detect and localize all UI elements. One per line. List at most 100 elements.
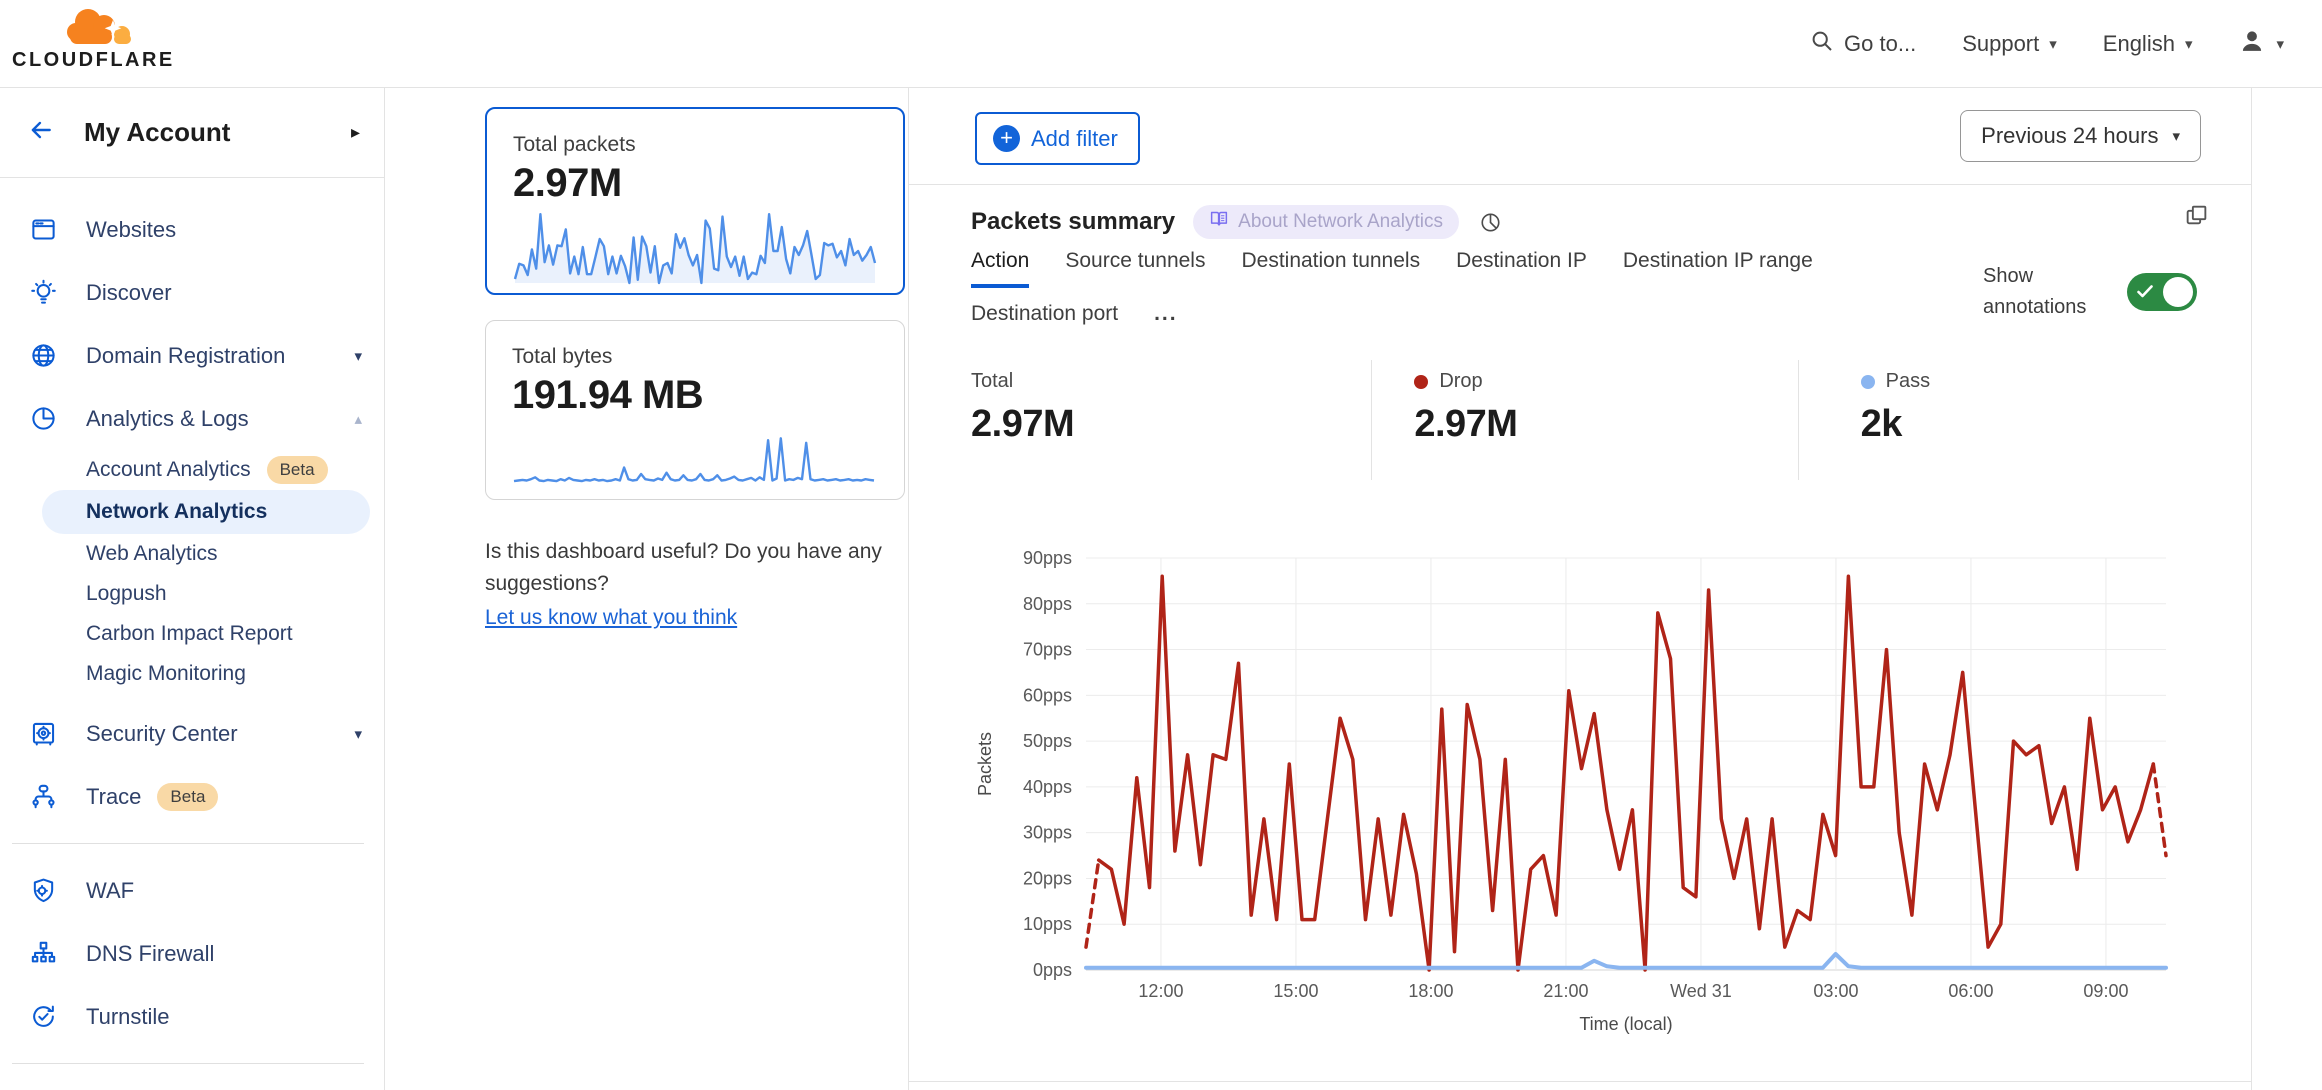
y-axis-tick: 80pps: [1023, 594, 1072, 614]
tab-destination-tunnels[interactable]: Destination tunnels: [1241, 249, 1421, 272]
panel-title-row: Packets summary About Network Analytics: [971, 205, 1502, 239]
sidebar-item-web-analytics[interactable]: Web Analytics: [0, 534, 384, 574]
dimension-tabs: Action Source tunnels Destination tunnels D…: [971, 249, 1816, 341]
tab-destination-ip[interactable]: Destination IP: [1456, 249, 1587, 272]
stat-drop: Drop 2.97M: [1371, 360, 1797, 480]
sidebar-item-carbon-impact-report[interactable]: Carbon Impact Report: [0, 614, 384, 654]
back-arrow-icon[interactable]: [26, 117, 56, 148]
y-axis-tick: 40pps: [1023, 777, 1072, 797]
cloudflare-logo[interactable]: CLOUDFLARE: [12, 4, 172, 72]
language-label: English: [2102, 31, 2175, 56]
annotations-toggle[interactable]: [2127, 273, 2197, 311]
chevron-right-icon[interactable]: ▸: [350, 122, 360, 142]
stats-row: Total 2.97M Drop 2.97M Pass 2k: [909, 360, 2251, 480]
plus-icon: +: [993, 125, 1020, 152]
stat-value: 2.97M: [1414, 403, 1518, 445]
tab-destination-port[interactable]: Destination port: [971, 302, 1119, 325]
packets-summary-panel: Packets summary About Network Analytics: [909, 185, 2251, 1082]
sidebar-item-waf[interactable]: WAF: [0, 859, 384, 922]
sidebar-item-account-analytics[interactable]: Account Analytics Beta: [0, 450, 384, 490]
x-axis-tick: Wed 31: [1670, 981, 1732, 1001]
sidebar-item-discover[interactable]: Discover: [0, 261, 384, 324]
sidebar-item-label: Account Analytics: [86, 458, 251, 481]
total-packets-card[interactable]: Total packets 2.97M: [485, 107, 905, 295]
time-range-label: Previous 24 hours: [1981, 123, 2159, 148]
summary-column: Total packets 2.97M Total bytes 191.94 M…: [385, 88, 908, 1090]
pie-chart-icon[interactable]: [1479, 211, 1502, 234]
stat-value: 2k: [1860, 403, 1903, 445]
x-axis-tick: 06:00: [1948, 981, 1993, 1001]
sidebar-item-network-analytics[interactable]: Network Analytics: [42, 490, 370, 534]
sidebar-item-websites[interactable]: Websites: [0, 198, 384, 261]
sidebar-divider: [12, 843, 364, 844]
total-bytes-label: Total bytes: [512, 345, 613, 368]
total-bytes-card[interactable]: Total bytes 191.94 MB: [485, 320, 905, 500]
user-icon: [2238, 27, 2266, 61]
language-menu[interactable]: English ▾: [2103, 31, 2193, 57]
about-network-analytics-badge[interactable]: About Network Analytics: [1193, 205, 1460, 239]
about-badge-label: About Network Analytics: [1238, 211, 1444, 232]
add-filter-button[interactable]: + Add filter: [975, 112, 1140, 165]
sidebar-item-magic-monitoring[interactable]: Magic Monitoring: [0, 654, 384, 694]
bulb-icon: [30, 279, 58, 307]
total-bytes-sparkline: [513, 437, 875, 483]
book-icon: [1209, 210, 1229, 234]
y-axis-tick: 50pps: [1023, 731, 1072, 751]
header-actions: Go to... Support ▾ English ▾ ▾: [1810, 0, 2284, 88]
sidebar-item-label: Discover: [86, 279, 172, 305]
sidebar-item-label: Web Analytics: [86, 542, 218, 565]
safe-icon: [30, 720, 58, 748]
sidebar-item-security-center[interactable]: Security Center ▾: [0, 702, 384, 765]
filter-toolbar: + Add filter Previous 24 hours ▾: [909, 88, 2251, 185]
feedback-question: Is this dashboard useful? Do you have an…: [485, 540, 882, 595]
show-annotations-label: Show annotations: [1983, 265, 2087, 318]
support-label: Support: [1962, 31, 2040, 56]
sidebar-item-analytics-logs[interactable]: Analytics & Logs ▴: [0, 387, 384, 450]
expand-panel-icon[interactable]: [2184, 203, 2209, 233]
sidebar-item-label: WAF: [86, 877, 135, 903]
sidebar-item-dns-firewall[interactable]: DNS Firewall: [0, 922, 384, 985]
sidebar-item-logpush[interactable]: Logpush: [0, 574, 384, 614]
sidebar-item-partial[interactable]: [0, 1079, 384, 1090]
tab-destination-ip-range[interactable]: Destination IP range: [1622, 249, 1813, 272]
drop-legend-dot: [1414, 374, 1429, 389]
sidebar-item-domain-registration[interactable]: Domain Registration ▾: [0, 324, 384, 387]
x-axis-tick: 03:00: [1813, 981, 1858, 1001]
sidebar-item-label: Security Center: [86, 720, 238, 746]
globe-icon: [30, 342, 58, 370]
show-annotations-control: Show annotations: [1983, 261, 2197, 323]
x-axis-tick: 15:00: [1273, 981, 1318, 1001]
sidebar-divider: [12, 1063, 364, 1064]
top-header: CLOUDFLARE Go to... Support ▾ English ▾: [0, 0, 2322, 88]
tab-more[interactable]: ...: [1154, 302, 1178, 325]
account-menu[interactable]: ▾: [2238, 27, 2284, 61]
browser-icon: [30, 216, 58, 244]
tab-source-tunnels[interactable]: Source tunnels: [1065, 249, 1206, 272]
x-axis-tick: 12:00: [1138, 981, 1183, 1001]
beta-badge: Beta: [157, 782, 219, 811]
chevron-down-icon: ▾: [2276, 35, 2284, 53]
feedback-link[interactable]: Let us know what you think: [485, 606, 738, 629]
sidebar-item-label: Magic Monitoring: [86, 662, 246, 685]
y-axis-tick: 10pps: [1023, 914, 1072, 934]
panel-title: Packets summary: [971, 208, 1176, 235]
tab-action[interactable]: Action: [971, 249, 1030, 288]
y-axis-tick: 20pps: [1023, 868, 1072, 888]
time-range-dropdown[interactable]: Previous 24 hours ▾: [1960, 110, 2201, 162]
sidebar-item-label: Network Analytics: [86, 500, 268, 523]
sidebar-item-label: DNS Firewall: [86, 940, 215, 966]
sidebar-item-turnstile[interactable]: Turnstile: [0, 985, 384, 1048]
packets-chart: 0pps 10pps 20pps 30pps 40pps 50pps 60pps 70pps 8…: [909, 540, 2251, 1045]
account-header: My Account ▸: [0, 88, 384, 178]
chevron-down-icon: ▾: [2184, 35, 2193, 53]
y-axis-tick: 90pps: [1023, 548, 1072, 568]
sidebar-item-trace[interactable]: Trace Beta: [0, 765, 384, 828]
stat-label: Drop: [1439, 370, 1483, 392]
sidebar-nav: Websites Discover Domain Registration ▾ Anal…: [0, 178, 384, 1090]
sidebar-item-label: Logpush: [86, 582, 167, 605]
stat-label: Total: [971, 370, 1014, 392]
goto-search[interactable]: Go to...: [1810, 29, 1916, 59]
x-axis-tick: 18:00: [1408, 981, 1453, 1001]
support-menu[interactable]: Support ▾: [1962, 31, 2057, 57]
